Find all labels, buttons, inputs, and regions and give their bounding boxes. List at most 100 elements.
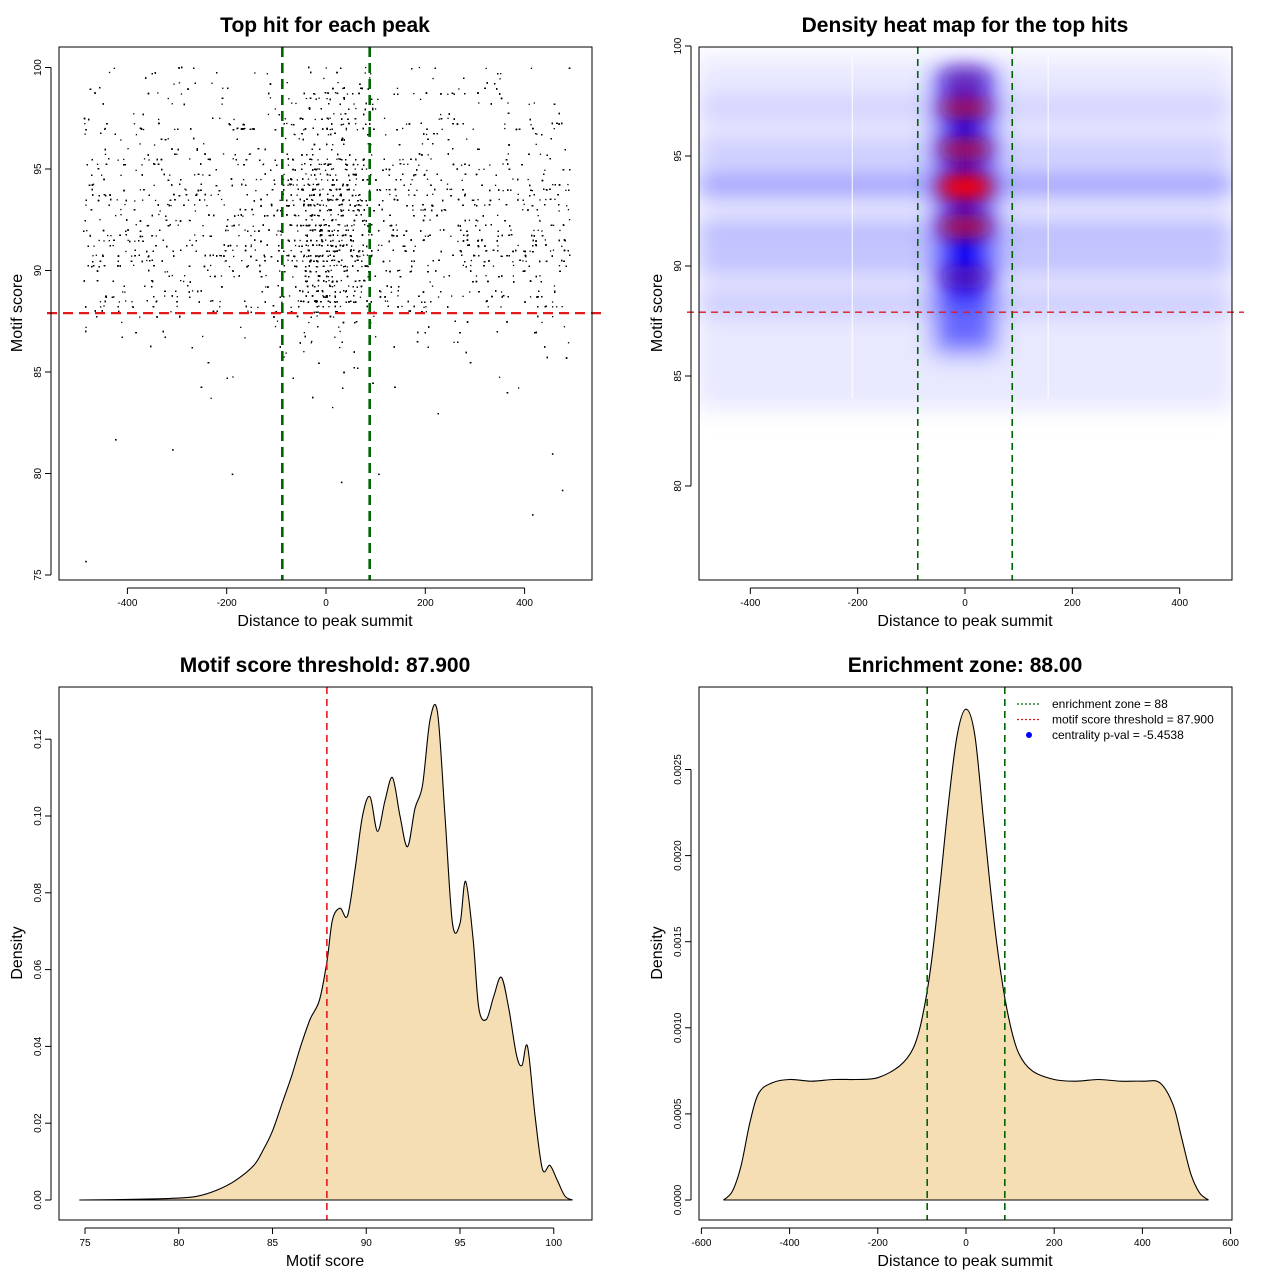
scatter-point bbox=[365, 168, 368, 170]
scatter-point bbox=[331, 259, 333, 262]
scatter-point bbox=[499, 78, 501, 80]
scatter-point bbox=[134, 200, 136, 202]
scatter-point bbox=[99, 219, 101, 221]
scatter-point bbox=[426, 178, 429, 180]
scatter-point bbox=[462, 264, 464, 266]
scatter-point bbox=[296, 184, 298, 186]
scatter-point bbox=[316, 315, 318, 317]
scatter-point bbox=[280, 234, 282, 236]
scatter-point bbox=[339, 194, 341, 197]
scatter-point bbox=[399, 159, 401, 161]
scatter-point bbox=[425, 311, 427, 313]
scatter-point bbox=[471, 199, 473, 201]
scatter-point bbox=[283, 356, 285, 358]
scatter-point bbox=[322, 204, 324, 206]
scatter-point bbox=[425, 306, 427, 308]
scatter-point bbox=[420, 209, 422, 211]
scatter-point bbox=[107, 234, 109, 237]
scatter-point bbox=[518, 387, 520, 389]
scatter-point bbox=[113, 296, 115, 298]
scatter-point bbox=[431, 285, 434, 287]
scatter-point bbox=[355, 194, 357, 197]
scatter-point bbox=[559, 229, 561, 232]
scatter-point bbox=[294, 244, 297, 247]
scatter-point bbox=[124, 291, 126, 293]
scatter-point bbox=[321, 179, 323, 181]
scatter-point bbox=[307, 245, 309, 247]
scatter-point bbox=[529, 296, 532, 298]
scatter-point bbox=[166, 271, 169, 273]
scatter-point bbox=[504, 127, 506, 130]
scatter-point bbox=[304, 270, 306, 272]
scatter-point bbox=[139, 189, 142, 191]
scatter-point bbox=[517, 244, 519, 247]
scatter-point bbox=[252, 225, 254, 227]
scatter-point bbox=[328, 234, 330, 237]
scatter-point bbox=[544, 169, 546, 171]
scatter-point bbox=[329, 117, 331, 119]
scatter-point bbox=[134, 240, 136, 242]
scatter-point bbox=[265, 274, 267, 277]
scatter-point bbox=[507, 102, 509, 104]
scatter-point bbox=[124, 203, 126, 206]
scatter-point bbox=[118, 301, 120, 303]
scatter-point bbox=[533, 229, 535, 232]
scatter-point bbox=[429, 281, 431, 283]
scatter-point bbox=[443, 276, 445, 278]
scatter-point bbox=[322, 295, 324, 297]
scatter-point bbox=[302, 224, 305, 227]
scatter-point bbox=[315, 266, 317, 268]
scatter-point bbox=[322, 188, 324, 190]
scatter-point bbox=[410, 270, 413, 272]
scatter-point bbox=[355, 174, 357, 176]
scatter-point bbox=[339, 224, 341, 226]
scatter-point bbox=[389, 260, 391, 262]
scatter-point bbox=[257, 306, 259, 309]
scatter-point bbox=[360, 204, 362, 207]
scatter-point bbox=[353, 189, 355, 191]
scatter-point bbox=[296, 179, 298, 181]
scatter-point bbox=[541, 230, 543, 232]
scatter-point bbox=[277, 209, 279, 211]
scatter-point bbox=[146, 259, 148, 262]
scatter-point bbox=[233, 276, 235, 278]
scatter-point bbox=[177, 224, 179, 226]
scatter-point bbox=[426, 169, 428, 172]
scatter-point bbox=[432, 77, 434, 80]
scatter-point bbox=[517, 198, 519, 201]
scatter-point bbox=[317, 159, 319, 161]
scatter-point bbox=[395, 195, 397, 197]
scatter-point bbox=[539, 199, 541, 201]
scatter-point bbox=[292, 276, 294, 278]
scatter-point bbox=[297, 300, 299, 302]
scatter-point bbox=[311, 159, 313, 161]
scatter-point bbox=[334, 259, 336, 261]
scatter-point bbox=[314, 118, 316, 121]
scatter-point bbox=[523, 203, 525, 205]
scatter-point bbox=[346, 93, 349, 95]
scatter-point bbox=[355, 178, 358, 180]
scatter-point bbox=[485, 275, 487, 277]
scatter-point bbox=[502, 190, 504, 192]
scatter-point bbox=[141, 164, 143, 166]
scatter-point bbox=[552, 184, 554, 186]
scatter-point bbox=[188, 219, 191, 221]
scatter-point bbox=[415, 158, 417, 160]
scatter-point bbox=[254, 230, 256, 232]
scatter-point bbox=[288, 295, 291, 297]
scatter-point bbox=[328, 306, 330, 308]
scatter-point bbox=[297, 230, 299, 232]
scatter-point bbox=[232, 158, 234, 160]
scatter-point bbox=[447, 93, 449, 95]
scatter-point bbox=[274, 325, 277, 328]
scatter-point bbox=[244, 337, 246, 339]
scatter-point bbox=[269, 97, 272, 99]
scatter-point bbox=[567, 342, 570, 344]
scatter-point bbox=[221, 198, 223, 201]
scatter-point bbox=[330, 214, 332, 216]
scatter-point bbox=[396, 229, 398, 231]
scatter-point bbox=[353, 224, 355, 226]
scatter-point bbox=[337, 260, 339, 263]
scatter-point bbox=[544, 239, 546, 241]
scatter-point bbox=[535, 143, 537, 145]
